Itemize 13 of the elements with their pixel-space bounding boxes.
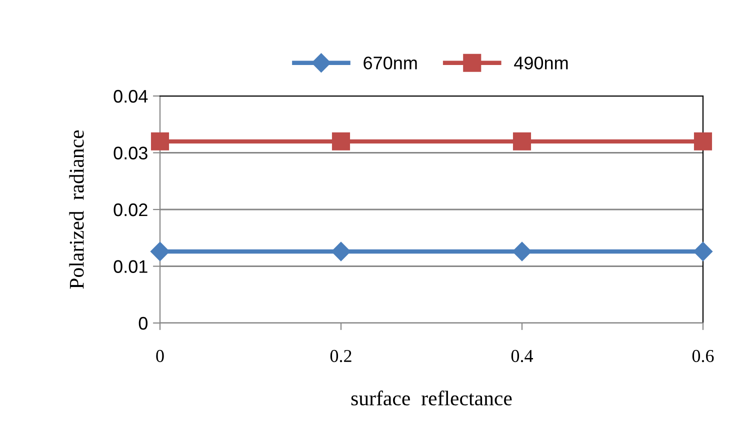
x-tick-label: 0 — [156, 350, 164, 362]
y-tick-label: 0.01 — [114, 260, 148, 273]
y-tick-label: 0.02 — [114, 203, 148, 216]
y-axis-title: Polarized radiance — [69, 130, 84, 289]
legend-label: 670nm — [364, 56, 417, 70]
legend-label: 490nm — [514, 56, 568, 70]
x-tick-label: 0.4 — [511, 350, 534, 362]
x-axis-title: surface reflectance — [351, 390, 512, 406]
y-tick-label: 0.04 — [114, 90, 148, 103]
y-tick-label: 0 — [138, 316, 148, 330]
x-tick-label: 0.6 — [692, 350, 714, 362]
x-tick-label: 0.2 — [330, 350, 352, 362]
y-tick-label: 0.03 — [114, 146, 148, 160]
